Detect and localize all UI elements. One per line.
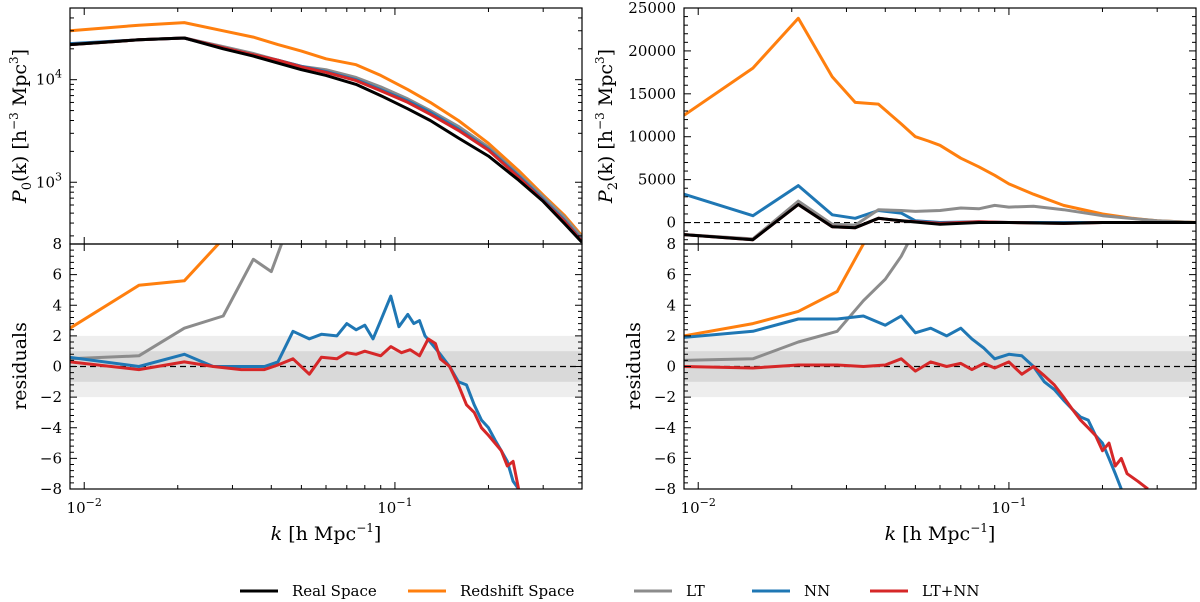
res0-ytick-label: −8: [40, 480, 62, 498]
legend: Real Space Redshift Space LT NN LT+NN: [240, 582, 980, 600]
res2-ytick-label: −2: [654, 388, 676, 406]
res2-series-nn: [684, 314, 1123, 489]
right-xlabel: k [h Mpc−1]: [885, 521, 996, 545]
res2-ytick-label: 0: [666, 358, 676, 376]
p2-ylabel: P2(k) [h−3 Mpc3]: [593, 49, 621, 204]
p2-ytick-label: 5000: [638, 171, 676, 189]
legend-label-real: Real Space: [292, 582, 377, 600]
res0-xtick-label: 10−1: [377, 496, 412, 517]
p2-panel: 0 5000 10000 15000 20000 25000: [628, 0, 1197, 245]
res2-series-ltnn: [684, 357, 1149, 489]
p0-series-lt: [70, 36, 582, 239]
res2-ytick-label: −4: [654, 419, 676, 437]
legend-label-ltnn: LT+NN: [922, 582, 980, 600]
residuals-left-panel: 10−2 10−1 −8 −6 −4 −2 0 2 4 6 8: [40, 235, 583, 517]
res0-xtick-label: 10−2: [67, 496, 102, 517]
res2-ytick-label: 4: [666, 296, 676, 314]
res2-ytick-label: 2: [666, 327, 676, 345]
legend-label-redshift: Redshift Space: [460, 582, 574, 600]
p0-series-redshift: [70, 21, 582, 237]
legend-item-redshift: Redshift Space: [408, 582, 574, 600]
res0-ytick-label: −2: [40, 388, 62, 406]
p2-series-real: [684, 203, 1196, 242]
legend-item-lt: LT: [634, 582, 705, 600]
p0-panel: 103 104: [36, 7, 583, 245]
p2-ytick-label: 0: [666, 214, 676, 232]
p2-ytick-label: 10000: [628, 128, 676, 146]
res0-ytick-label: 2: [52, 327, 62, 345]
res0-ytick-label: 6: [52, 266, 62, 284]
residuals-right-ylabel: residuals: [623, 322, 645, 410]
p0-ytick-label: 103: [36, 170, 62, 191]
p2-series-redshift: [684, 16, 1196, 224]
p0-ytick-label: 104: [36, 68, 62, 89]
legend-item-nn: NN: [752, 582, 830, 600]
res2-ytick-label-top: 8: [666, 235, 676, 253]
res2-ytick-label: 6: [666, 266, 676, 284]
res0-ytick-label: 0: [52, 358, 62, 376]
legend-item-real: Real Space: [240, 582, 377, 600]
p2-ytick-label: 15000: [628, 85, 676, 103]
legend-label-lt: LT: [686, 582, 705, 600]
res0-series-nn: [70, 294, 520, 489]
res0-series-redshift: [70, 244, 221, 330]
res0-ytick-label: −4: [40, 419, 62, 437]
p2-series-lt: [684, 199, 1196, 241]
res2-xtick-label: 10−1: [991, 496, 1026, 517]
residuals-left-ylabel: residuals: [9, 322, 31, 410]
p2-frame: [683, 7, 1197, 245]
res0-ytick-label: 4: [52, 296, 62, 314]
res2-ytick-label: −8: [654, 480, 676, 498]
residuals-right-panel: 10−2 10−1 −8 −6 −4 −2 0 2 4 6 8: [654, 235, 1197, 517]
res2-xtick-label: 10−2: [681, 496, 716, 517]
legend-label-nn: NN: [804, 582, 830, 600]
p0-ylabel: P0(k) [h−3 Mpc3]: [7, 49, 35, 204]
p2-ytick-label: 20000: [628, 42, 676, 60]
legend-item-ltnn: LT+NN: [870, 582, 980, 600]
p0-series-real: [70, 36, 582, 244]
res0-series-lt: [70, 244, 284, 361]
res0-series-ltnn: [70, 337, 521, 489]
res2-series-redshift: [684, 244, 866, 338]
p2-ytick-label: 25000: [628, 0, 676, 17]
p0-frame: [69, 7, 583, 245]
left-xlabel: k [h Mpc−1]: [271, 521, 382, 545]
res2-ytick-label: −6: [654, 449, 676, 467]
res0-ytick-label-top: 8: [52, 235, 62, 253]
res0-ytick-label: −6: [40, 449, 62, 467]
